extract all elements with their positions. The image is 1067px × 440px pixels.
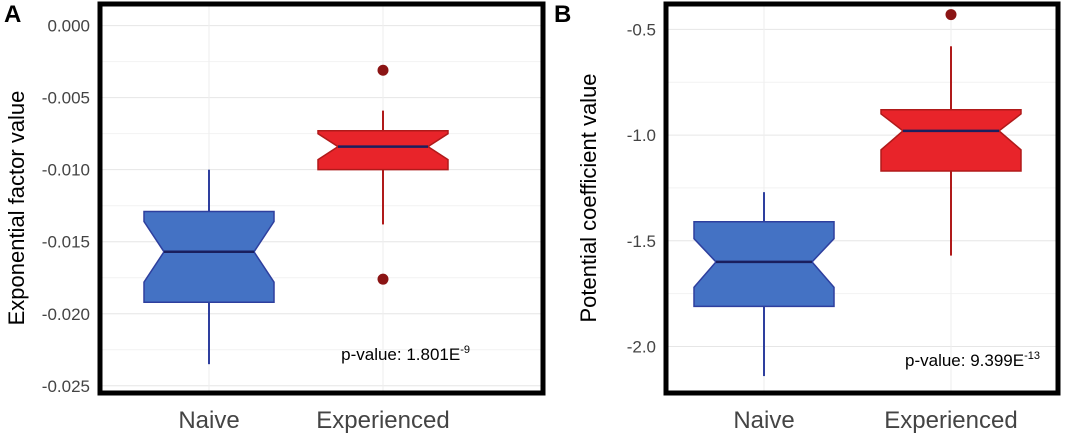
panel-b-x-tick-label: Experienced: [884, 407, 1017, 434]
panel-a: A Exponential factor value 0.000 -0.005 -0…: [4, 1, 546, 434]
panel-a-frame: [97, 1, 546, 396]
panel-b-x-ticks: Naive Experienced: [733, 407, 1017, 434]
panel-b-p-value: p-value: 9.399E-13: [905, 350, 1040, 370]
box-experienced: [880, 9, 1022, 256]
box-naive-body: [143, 210, 275, 303]
panel-b-y-ticks: -0.5 -1.0 -1.5 -2.0: [627, 20, 656, 356]
panel-b-y-tick-label: -1.5: [627, 232, 656, 251]
box-experienced: [317, 64, 449, 285]
panel-b-frame: [663, 1, 1061, 396]
panel-a-grid: [100, 4, 543, 393]
panel-a-x-tick-label: Naive: [178, 407, 239, 434]
panel-a-y-tick-label: -0.005: [42, 89, 90, 108]
box-naive: [143, 169, 275, 365]
box-experienced-outlier: [945, 9, 957, 21]
panel-b: B Potential coefficient value -0.5 -1.0 -1…: [554, 1, 1061, 434]
panel-a-y-tick-label: 0.000: [47, 17, 90, 36]
panel-a-boxes: [143, 64, 449, 365]
panel-a-letter: A: [4, 1, 21, 28]
panel-b-y-tick-label: -2.0: [627, 337, 656, 356]
panel-b-grid: [666, 4, 1058, 393]
panel-a-y-axis-label: Exponential factor value: [4, 91, 29, 326]
box-experienced-body: [880, 108, 1022, 172]
box-experienced-outlier: [377, 64, 389, 76]
panel-b-boxes: [693, 9, 1022, 377]
panel-a-y-tick-label: -0.025: [42, 377, 90, 396]
panel-a-x-ticks: Naive Experienced: [178, 407, 449, 434]
box-naive-body: [693, 221, 835, 308]
panel-b-y-axis-label: Potential coefficient value: [576, 73, 601, 322]
box-experienced-body: [317, 130, 449, 171]
panel-a-y-ticks: 0.000 -0.005 -0.010 -0.015 -0.020 -0.025: [42, 17, 90, 396]
panel-a-y-tick-label: -0.015: [42, 233, 90, 252]
panel-a-y-tick-label: -0.010: [42, 161, 90, 180]
box-experienced-outlier: [377, 273, 389, 285]
panel-a-x-tick-label: Experienced: [316, 407, 449, 434]
box-naive: [693, 192, 835, 377]
panel-a-p-value: p-value: 1.801E-9: [341, 344, 470, 364]
panel-b-y-tick-label: -0.5: [627, 20, 656, 39]
panel-b-letter: B: [554, 1, 571, 28]
panel-a-y-tick-label: -0.020: [42, 305, 90, 324]
panel-b-x-tick-label: Naive: [733, 407, 794, 434]
panel-b-y-tick-label: -1.0: [627, 126, 656, 145]
